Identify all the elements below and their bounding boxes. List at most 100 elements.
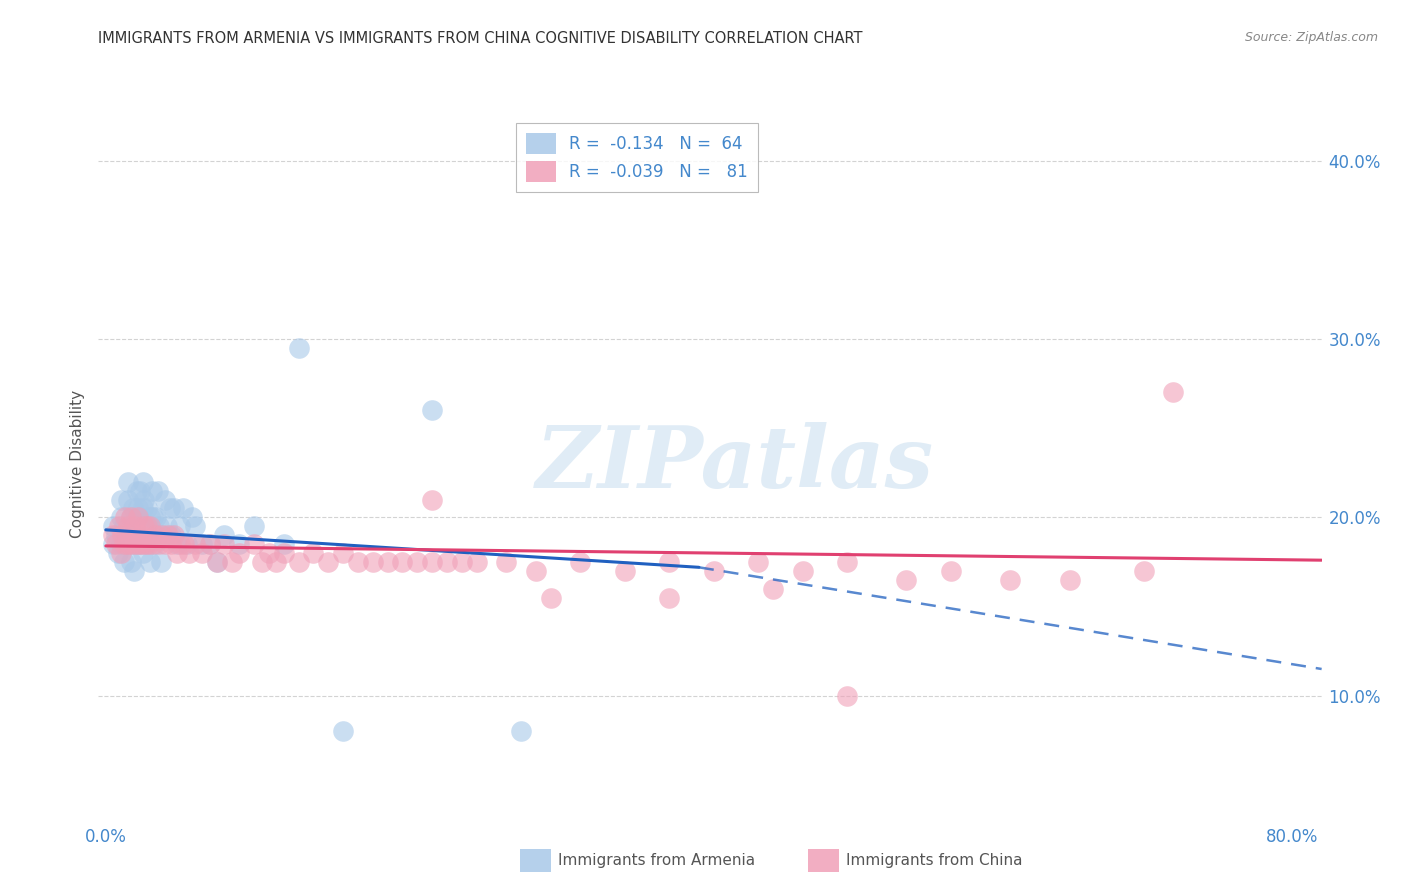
Point xyxy=(132,501,155,516)
Point xyxy=(134,492,156,507)
Point xyxy=(103,537,125,551)
Point xyxy=(136,519,159,533)
Point xyxy=(125,483,148,498)
Point xyxy=(221,555,243,569)
Point xyxy=(510,724,533,739)
Point xyxy=(1163,385,1185,400)
Point xyxy=(792,564,814,578)
Point xyxy=(347,555,370,569)
Point xyxy=(177,546,200,560)
Point xyxy=(117,519,139,533)
Text: Immigrants from Armenia: Immigrants from Armenia xyxy=(558,854,755,868)
Point xyxy=(121,537,143,551)
Point xyxy=(420,555,443,569)
Point xyxy=(157,528,180,542)
Point xyxy=(243,537,266,551)
Point xyxy=(658,555,681,569)
Text: IMMIGRANTS FROM ARMENIA VS IMMIGRANTS FROM CHINA COGNITIVE DISABILITY CORRELATIO: IMMIGRANTS FROM ARMENIA VS IMMIGRANTS FR… xyxy=(98,31,863,46)
Point xyxy=(198,537,221,551)
Point xyxy=(837,555,859,569)
Text: ZIPatlas: ZIPatlas xyxy=(536,422,934,506)
Point xyxy=(747,555,769,569)
Point xyxy=(391,555,413,569)
Point xyxy=(250,555,273,569)
Point xyxy=(420,403,443,417)
Point xyxy=(160,537,183,551)
Point xyxy=(117,537,139,551)
Point xyxy=(287,341,309,355)
Point xyxy=(139,519,162,533)
Point xyxy=(148,537,170,551)
Point xyxy=(1000,573,1022,587)
Point xyxy=(122,528,145,542)
Point xyxy=(153,537,176,551)
Point xyxy=(143,537,166,551)
Point xyxy=(214,537,236,551)
Point xyxy=(142,510,165,524)
Point xyxy=(613,564,636,578)
Point xyxy=(1059,573,1081,587)
Point xyxy=(112,519,135,533)
Point xyxy=(110,546,132,560)
Point xyxy=(150,528,173,542)
Point xyxy=(117,475,139,489)
Point xyxy=(118,537,141,551)
Point xyxy=(115,537,138,551)
Point xyxy=(114,510,136,524)
Point xyxy=(127,537,149,551)
Point xyxy=(257,546,280,560)
Point xyxy=(332,724,354,739)
Point xyxy=(120,510,142,524)
Point xyxy=(266,555,288,569)
Point xyxy=(114,537,136,551)
Point xyxy=(135,519,157,533)
Point xyxy=(132,475,155,489)
Point xyxy=(110,510,132,524)
Point xyxy=(146,483,169,498)
Point xyxy=(121,501,143,516)
Point xyxy=(169,519,191,533)
Point xyxy=(139,555,162,569)
Point xyxy=(136,501,159,516)
Point xyxy=(205,555,228,569)
Point xyxy=(762,582,785,596)
Y-axis label: Cognitive Disability: Cognitive Disability xyxy=(69,390,84,538)
Point xyxy=(495,555,517,569)
Point xyxy=(124,519,146,533)
Point xyxy=(896,573,918,587)
Point xyxy=(377,555,399,569)
Point xyxy=(273,537,295,551)
Point xyxy=(198,537,221,551)
Point xyxy=(191,546,214,560)
Point xyxy=(117,492,139,507)
Point xyxy=(124,519,146,533)
Point xyxy=(132,537,155,551)
Point xyxy=(129,483,152,498)
Point xyxy=(166,546,188,560)
Point xyxy=(169,537,191,551)
Point xyxy=(163,528,186,542)
Point xyxy=(273,546,295,560)
Point xyxy=(180,510,202,524)
Point xyxy=(121,528,143,542)
Text: Immigrants from China: Immigrants from China xyxy=(846,854,1024,868)
Point xyxy=(214,528,236,542)
Point xyxy=(176,537,198,551)
Point xyxy=(540,591,562,605)
Point xyxy=(149,555,172,569)
Point xyxy=(111,528,134,542)
Point xyxy=(173,537,195,551)
Point xyxy=(160,528,183,542)
Point xyxy=(316,555,339,569)
Point xyxy=(112,555,135,569)
Point xyxy=(129,537,152,551)
Point xyxy=(302,546,325,560)
Point xyxy=(110,537,132,551)
Point xyxy=(465,555,488,569)
Point xyxy=(127,510,149,524)
Point xyxy=(228,546,250,560)
Point xyxy=(658,591,681,605)
Point xyxy=(138,537,160,551)
Point xyxy=(139,510,162,524)
Point xyxy=(125,537,148,551)
